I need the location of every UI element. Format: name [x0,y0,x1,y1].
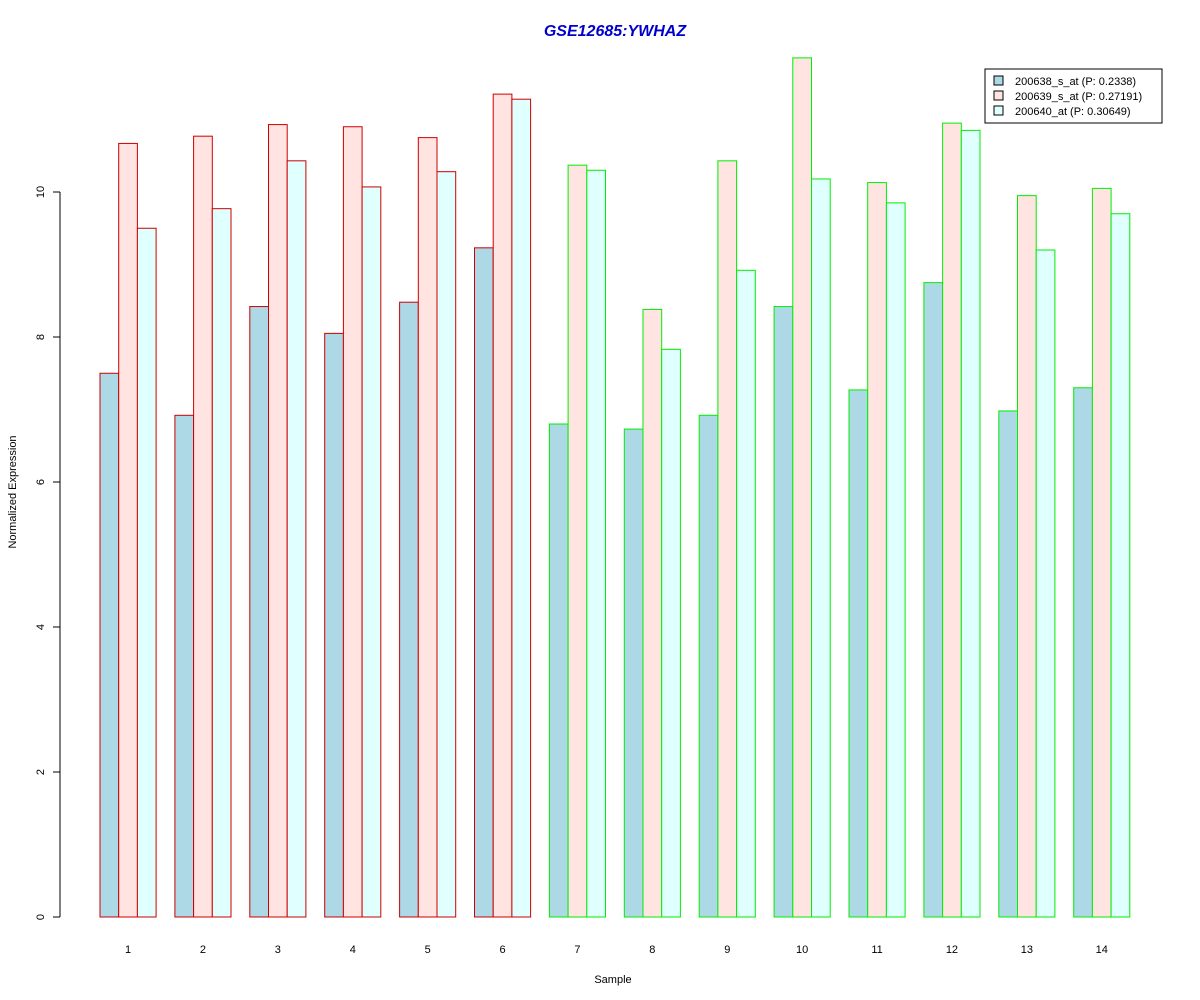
bar [511,98,532,918]
bar [193,135,213,918]
bar [211,208,232,918]
x-tick-label: 1 [125,944,131,956]
bar [99,372,120,918]
y-axis-label: Normalized Expression [7,435,19,548]
bar [867,182,887,918]
bar [623,428,644,918]
y-tick-label: 10 [35,186,47,198]
x-tick-label: 7 [574,944,580,956]
bar [118,142,138,918]
bar [361,186,382,918]
bar [399,301,419,918]
x-tick-label: 6 [499,944,505,956]
bar [1073,387,1093,918]
y-tick-label: 4 [35,624,47,630]
y-tick-label: 2 [35,769,47,775]
bar [736,269,756,918]
bar [268,124,288,918]
x-tick-label: 14 [1096,944,1108,956]
bar [286,160,307,918]
bar [642,308,663,918]
bar [698,414,719,918]
x-tick-label: 12 [946,944,958,956]
bar [1017,195,1037,918]
bar [1110,213,1131,918]
x-axis-label: Sample [594,974,631,986]
bar [492,93,513,918]
legend-swatch [993,105,1004,116]
bar [1091,187,1112,918]
x-tick-label: 2 [200,944,206,956]
legend-entry: 200640_at (P: 0.30649) [1015,106,1131,118]
bar [586,169,606,918]
bar [474,247,494,918]
chart-title: GSE12685:YWHAZ [544,23,687,40]
bar [811,178,831,918]
bar [342,126,363,918]
bar [848,389,869,918]
legend-swatch [993,90,1004,101]
bar [324,332,344,918]
bar [960,129,981,918]
y-tick-label: 6 [35,479,47,485]
bar [773,306,794,918]
x-tick-label: 3 [275,944,281,956]
y-tick-label: 8 [35,334,47,340]
bar [717,160,738,918]
y-tick-label: 0 [35,914,47,920]
x-tick-label: 10 [796,944,808,956]
legend-swatch [993,75,1004,86]
x-tick-label: 13 [1021,944,1033,956]
bar [548,423,569,918]
y-axis: 0 2 4 6 8 10 [35,186,61,920]
bar [792,57,812,918]
legend-box [984,68,1163,124]
bar [249,306,270,918]
legend: 200638_s_at (P: 0.2338) 200639_s_at (P: 0… [984,68,1163,124]
bar [417,137,438,918]
bar [567,164,588,918]
x-tick-label: 4 [350,944,356,956]
bar [923,282,944,918]
x-tick-label: 5 [425,944,431,956]
x-tick-label: 9 [724,944,730,956]
bar [436,171,457,918]
x-tick-label: 11 [871,944,882,956]
bar [998,410,1018,918]
legend-entry: 200639_s_at (P: 0.27191) [1015,91,1142,103]
bar [136,227,157,918]
x-tick-label: 8 [649,944,655,956]
bar [174,414,195,918]
bar [885,202,906,918]
bar [1035,249,1056,918]
bars [99,57,1131,918]
bar [661,348,681,918]
bar [942,122,962,918]
legend-entry: 200638_s_at (P: 0.2338) [1015,76,1136,88]
x-axis-labels: 1 2 3 4 5 6 7 8 9 10 11 12 13 14 [125,944,1108,956]
